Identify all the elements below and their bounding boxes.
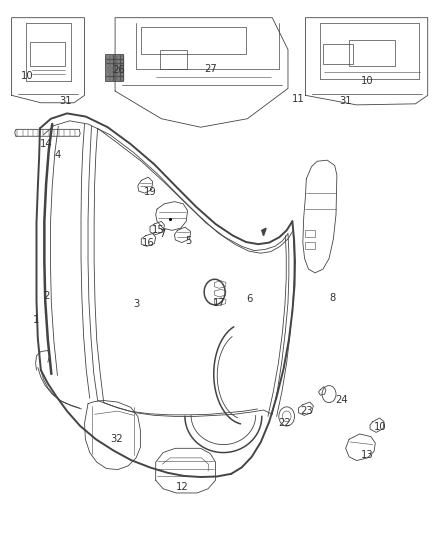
Bar bbox=[305, 242, 315, 249]
Text: 27: 27 bbox=[204, 64, 217, 74]
Text: 10: 10 bbox=[361, 77, 374, 86]
Polygon shape bbox=[106, 59, 110, 63]
Polygon shape bbox=[106, 72, 110, 76]
Polygon shape bbox=[113, 55, 117, 59]
Polygon shape bbox=[106, 68, 110, 71]
Text: 14: 14 bbox=[40, 139, 53, 149]
Text: 2: 2 bbox=[43, 290, 50, 301]
Polygon shape bbox=[120, 76, 124, 80]
Polygon shape bbox=[110, 68, 113, 71]
Polygon shape bbox=[117, 72, 120, 76]
Polygon shape bbox=[120, 59, 124, 63]
Polygon shape bbox=[113, 63, 117, 67]
Polygon shape bbox=[113, 76, 117, 80]
Text: 12: 12 bbox=[176, 482, 188, 492]
Text: 7: 7 bbox=[159, 229, 166, 239]
Text: 10: 10 bbox=[374, 422, 387, 432]
Text: 15: 15 bbox=[152, 225, 165, 236]
Polygon shape bbox=[113, 68, 117, 71]
Polygon shape bbox=[117, 59, 120, 63]
Polygon shape bbox=[262, 228, 266, 236]
Text: 24: 24 bbox=[335, 395, 348, 406]
Polygon shape bbox=[117, 55, 120, 59]
Polygon shape bbox=[117, 63, 120, 67]
Text: 19: 19 bbox=[144, 187, 156, 197]
Text: 17: 17 bbox=[212, 297, 226, 308]
Text: 32: 32 bbox=[110, 434, 123, 445]
Polygon shape bbox=[106, 63, 110, 67]
Polygon shape bbox=[110, 76, 113, 80]
Text: 16: 16 bbox=[142, 238, 155, 247]
Text: 1: 1 bbox=[32, 314, 39, 325]
Bar bbox=[160, 50, 187, 69]
Polygon shape bbox=[113, 59, 117, 63]
Text: 13: 13 bbox=[361, 450, 374, 460]
Bar bbox=[323, 44, 353, 64]
Text: 4: 4 bbox=[54, 150, 60, 160]
Text: 10: 10 bbox=[21, 71, 33, 81]
Text: 31: 31 bbox=[59, 95, 72, 106]
Polygon shape bbox=[106, 76, 110, 80]
Text: 11: 11 bbox=[292, 94, 305, 104]
Polygon shape bbox=[117, 76, 120, 80]
Polygon shape bbox=[120, 63, 124, 67]
Polygon shape bbox=[120, 72, 124, 76]
Polygon shape bbox=[110, 55, 113, 59]
Polygon shape bbox=[113, 72, 117, 76]
Bar bbox=[349, 40, 395, 66]
Text: 31: 31 bbox=[339, 95, 352, 106]
Text: 3: 3 bbox=[133, 298, 139, 309]
Bar bbox=[106, 54, 123, 82]
Bar bbox=[141, 27, 246, 54]
Text: 26: 26 bbox=[112, 65, 125, 75]
Text: 23: 23 bbox=[300, 406, 313, 416]
Polygon shape bbox=[117, 68, 120, 71]
Text: 8: 8 bbox=[329, 293, 336, 303]
Polygon shape bbox=[110, 72, 113, 76]
Bar bbox=[30, 42, 65, 66]
Polygon shape bbox=[120, 68, 124, 71]
Polygon shape bbox=[110, 63, 113, 67]
Polygon shape bbox=[110, 59, 113, 63]
Polygon shape bbox=[120, 55, 124, 59]
Text: 5: 5 bbox=[185, 236, 191, 246]
Polygon shape bbox=[106, 55, 110, 59]
Bar bbox=[305, 230, 315, 237]
Text: 6: 6 bbox=[247, 294, 253, 304]
Text: 22: 22 bbox=[278, 418, 291, 429]
